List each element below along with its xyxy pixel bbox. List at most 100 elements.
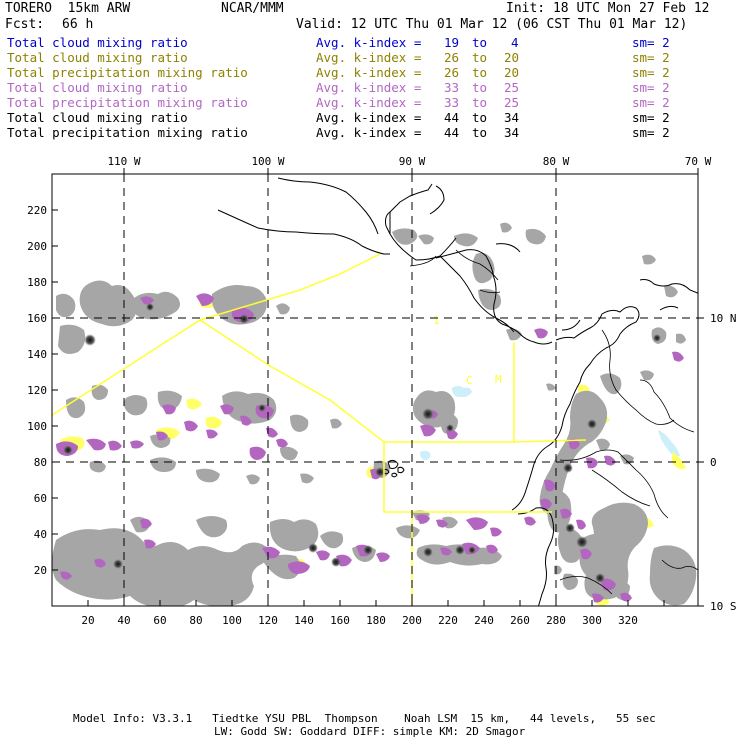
x-tick-label: 20 bbox=[81, 614, 94, 627]
x-tick-label: 320 bbox=[618, 614, 638, 627]
legend-sm-2: sm= 2 bbox=[632, 50, 670, 65]
init-time: Init: 18 UTC Mon 27 Feb 12 bbox=[506, 1, 710, 16]
legend-index-4: Avg. k-index = bbox=[316, 80, 422, 95]
x-tick-label: 80 bbox=[189, 614, 202, 627]
y-tick-label: 200 bbox=[27, 240, 47, 253]
legend-to-1: to bbox=[472, 35, 488, 50]
y-axis-labels: 20 40 60 80 100 120 140 160 180 200 220 bbox=[27, 204, 47, 577]
grey-cloud-patches bbox=[52, 222, 697, 606]
lon-label: 80 W bbox=[543, 155, 570, 168]
legend-field-5: Total precipitation mixing ratio bbox=[7, 95, 248, 110]
y-tick-label: 40 bbox=[34, 528, 47, 541]
legend-index-1: Avg. k-index = bbox=[316, 35, 422, 50]
x-tick-label: 260 bbox=[510, 614, 530, 627]
lon-label: 100 W bbox=[251, 155, 284, 168]
y-tick-label: 60 bbox=[34, 492, 47, 505]
legend-sm-6: sm= 2 bbox=[632, 110, 670, 125]
legend-index-3: Avg. k-index = bbox=[316, 65, 422, 80]
legend-index-5: Avg. k-index = bbox=[316, 95, 422, 110]
x-tick-label: 200 bbox=[402, 614, 422, 627]
graticule-lines bbox=[52, 174, 698, 606]
legend-field-4: Total cloud mixing ratio bbox=[7, 80, 188, 95]
x-tick-label: 60 bbox=[153, 614, 166, 627]
legend-field-2: Total cloud mixing ratio bbox=[7, 50, 188, 65]
legend-sm-4: sm= 2 bbox=[632, 80, 670, 95]
x-tick-label: 100 bbox=[222, 614, 242, 627]
legend-field-7: Total precipitation mixing ratio bbox=[7, 125, 248, 140]
legend-field-6: Total cloud mixing ratio bbox=[7, 110, 188, 125]
x-tick-label: 180 bbox=[366, 614, 386, 627]
valid-time: Valid: 12 UTC Thu 01 Mar 12 (06 CST Thu … bbox=[296, 17, 688, 32]
legend-kto-1: 4 bbox=[511, 35, 519, 50]
legend-to-6: to bbox=[472, 110, 488, 125]
x-tick-label: 220 bbox=[438, 614, 458, 627]
legend-kto-7: 34 bbox=[504, 125, 520, 140]
legend-kfrom-3: 26 bbox=[444, 65, 460, 80]
legend-to-4: to bbox=[472, 80, 488, 95]
legend-sm-3: sm= 2 bbox=[632, 65, 670, 80]
latitude-labels: 10 N 0 10 S bbox=[710, 312, 737, 613]
subdomain-marker-m: M bbox=[495, 373, 502, 386]
x-tick-label: 40 bbox=[117, 614, 130, 627]
x-axis-labels: 20 40 60 80 100 120 140 160 180 200 220 … bbox=[81, 614, 638, 627]
y-tick-label: 100 bbox=[27, 420, 47, 433]
forecast-hours: 66 h bbox=[62, 17, 94, 32]
subdomain-markers: 1 C M bbox=[433, 314, 502, 387]
legend-to-2: to bbox=[472, 50, 488, 65]
legend-kto-5: 25 bbox=[504, 95, 520, 110]
footer-physics-info: LW: Godd SW: Goddard DIFF: simple KM: 2D… bbox=[214, 725, 526, 738]
legend-to-3: to bbox=[472, 65, 488, 80]
legend-sm-7: sm= 2 bbox=[632, 125, 670, 140]
legend-to-5: to bbox=[472, 95, 488, 110]
y-tick-label: 20 bbox=[34, 564, 47, 577]
legend-field-1: Total cloud mixing ratio bbox=[7, 35, 188, 50]
legend-kfrom-5: 33 bbox=[444, 95, 460, 110]
lat-label: 10 N bbox=[710, 312, 737, 325]
legend-index-2: Avg. k-index = bbox=[316, 50, 422, 65]
legend-kfrom-7: 44 bbox=[444, 125, 460, 140]
lon-label: 110 W bbox=[107, 155, 140, 168]
footer-model-info: Model Info: V3.3.1 Tiedtke YSU PBL Thomp… bbox=[73, 712, 656, 725]
legend-sm-1: sm= 2 bbox=[632, 35, 670, 50]
legend-kto-3: 20 bbox=[504, 65, 520, 80]
x-tick-label: 280 bbox=[546, 614, 566, 627]
longitude-labels: 110 W 100 W 90 W 80 W 70 W bbox=[107, 155, 711, 168]
legend-kto-6: 34 bbox=[504, 110, 520, 125]
x-tick-label: 300 bbox=[582, 614, 602, 627]
legend-index-7: Avg. k-index = bbox=[316, 125, 422, 140]
legend-field-3: Total precipitation mixing ratio bbox=[7, 65, 248, 80]
legend-to-7: to bbox=[472, 125, 488, 140]
model-title: TORERO 15km ARW bbox=[5, 1, 131, 16]
map-plot-area: 1 C M bbox=[52, 174, 698, 606]
y-tick-label: 80 bbox=[34, 456, 47, 469]
y-tick-label: 140 bbox=[27, 348, 47, 361]
light-blue-patches bbox=[420, 386, 680, 460]
tick-marks bbox=[52, 168, 704, 607]
y-tick-label: 180 bbox=[27, 276, 47, 289]
y-tick-label: 160 bbox=[27, 312, 47, 325]
coastlines bbox=[217, 177, 698, 606]
legend-kto-2: 20 bbox=[504, 50, 520, 65]
forecast-label: Fcst: bbox=[5, 17, 45, 32]
legend-sm-5: sm= 2 bbox=[632, 95, 670, 110]
subdomain-marker-1: 1 bbox=[433, 314, 440, 327]
legend-index-6: Avg. k-index = bbox=[316, 110, 422, 125]
legend-kfrom-4: 33 bbox=[444, 80, 460, 95]
legend-kfrom-6: 44 bbox=[444, 110, 460, 125]
legend-kfrom-2: 26 bbox=[444, 50, 460, 65]
subdomain-marker-c: C bbox=[466, 374, 473, 387]
lat-label: 10 S bbox=[710, 600, 737, 613]
y-tick-label: 220 bbox=[27, 204, 47, 217]
x-tick-label: 120 bbox=[258, 614, 278, 627]
y-tick-label: 120 bbox=[27, 384, 47, 397]
x-tick-label: 240 bbox=[474, 614, 494, 627]
legend-kfrom-1: 19 bbox=[444, 35, 460, 50]
x-tick-label: 160 bbox=[330, 614, 350, 627]
lat-label: 0 bbox=[710, 456, 717, 469]
dark-cloud-cores bbox=[63, 303, 661, 583]
legend-kto-4: 25 bbox=[504, 80, 520, 95]
lon-label: 90 W bbox=[399, 155, 426, 168]
center-label: NCAR/MMM bbox=[221, 1, 284, 16]
lon-label: 70 W bbox=[685, 155, 712, 168]
